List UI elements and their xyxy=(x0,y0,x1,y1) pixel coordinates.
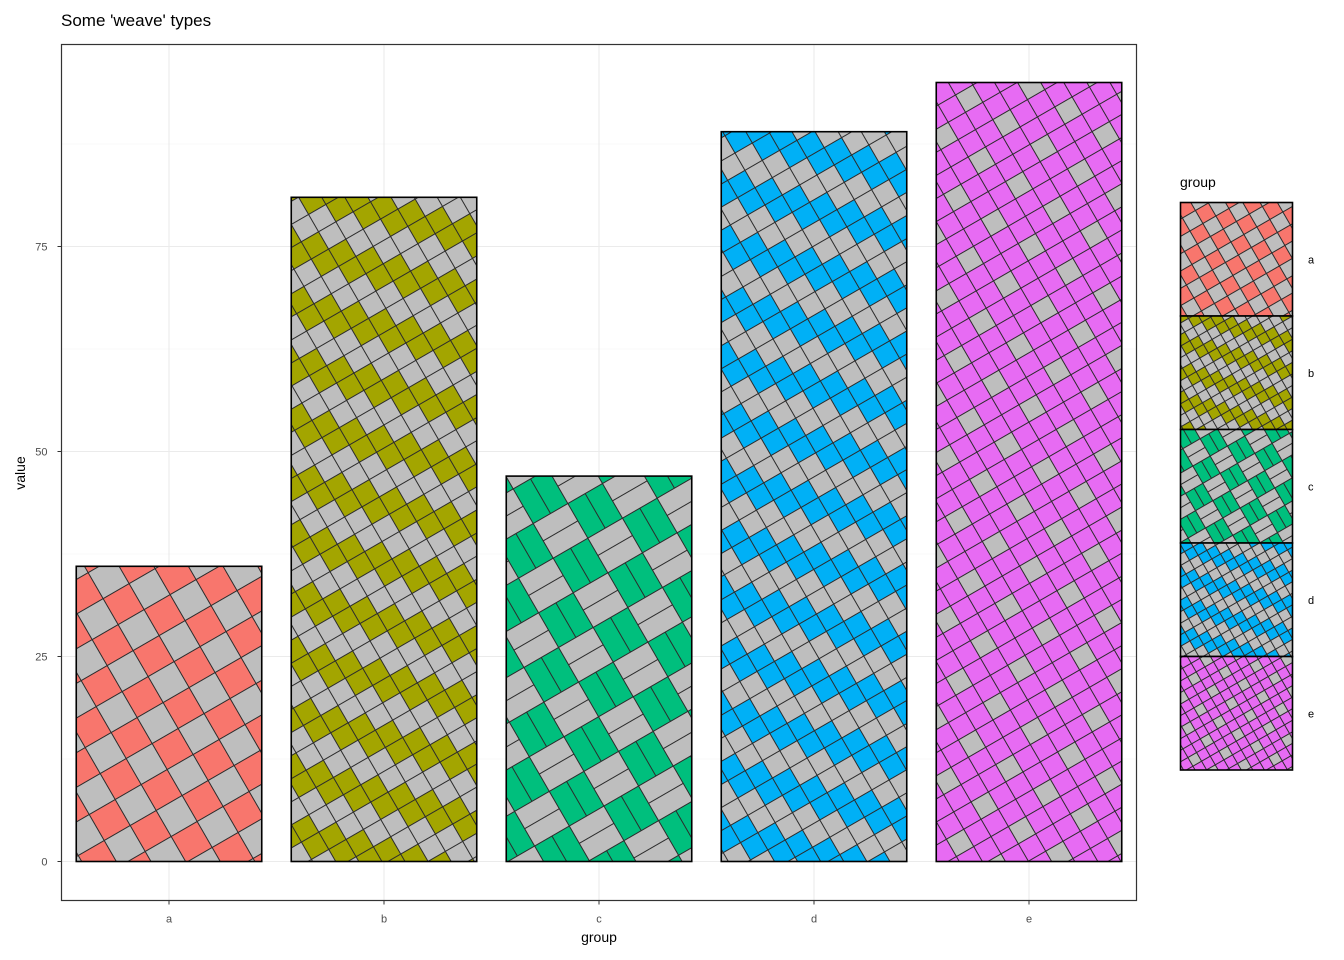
bar-b xyxy=(291,197,477,861)
legend-key-e xyxy=(1181,657,1293,771)
bar-d xyxy=(721,132,907,862)
bar-c xyxy=(506,476,692,861)
y-tick-label: 25 xyxy=(35,652,47,664)
legend-label-b: b xyxy=(1308,368,1314,380)
legend-label-a: a xyxy=(1308,254,1315,266)
legend-key-c xyxy=(1181,430,1293,544)
legend-label-c: c xyxy=(1308,481,1314,493)
y-tick-label: 0 xyxy=(41,857,47,869)
legend-label-e: e xyxy=(1308,708,1314,720)
bar-e xyxy=(936,83,1122,862)
y-tick-label: 75 xyxy=(35,242,47,254)
x-tick-label: e xyxy=(1026,914,1032,926)
legend-key-d xyxy=(1181,543,1293,657)
x-axis-title: group xyxy=(581,929,617,945)
legend-key-a xyxy=(1181,203,1293,317)
legend: a b c d e xyxy=(1181,203,1316,771)
y-tick-label: 50 xyxy=(35,447,47,459)
x-axis: a b c d e xyxy=(166,901,1032,926)
y-axis-title: value xyxy=(12,456,28,490)
x-tick-label: c xyxy=(596,914,602,926)
legend-label-d: d xyxy=(1308,595,1314,607)
x-tick-label: d xyxy=(811,914,817,926)
chart-title: Some 'weave' types xyxy=(61,11,211,30)
y-axis: 0 25 50 75 xyxy=(35,242,61,869)
x-tick-label: b xyxy=(381,914,387,926)
x-tick-label: a xyxy=(166,914,173,926)
bar-a xyxy=(76,566,262,861)
legend-title: group xyxy=(1180,174,1216,190)
legend-key-b xyxy=(1181,316,1293,430)
